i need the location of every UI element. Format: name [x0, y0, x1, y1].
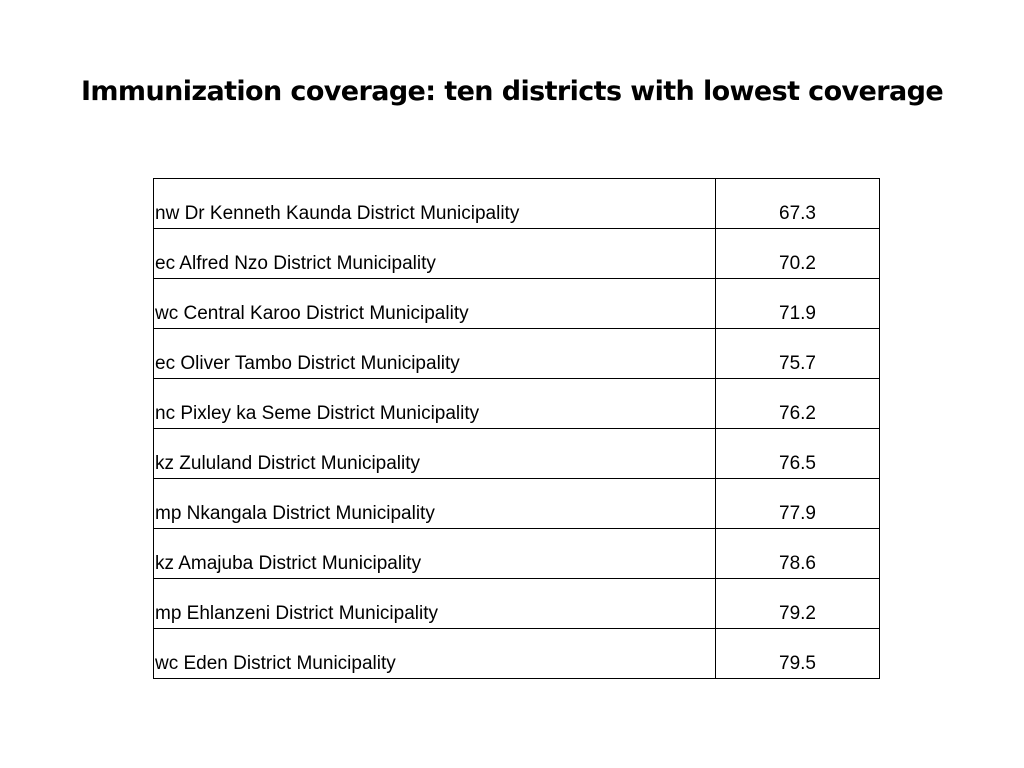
table-row: nw Dr Kenneth Kaunda District Municipali…	[153, 178, 880, 229]
table-row: kz Amajuba District Municipality 78.6	[153, 528, 880, 579]
district-name: kz Zululand District Municipality	[153, 428, 716, 479]
coverage-value: 70.2	[715, 228, 880, 279]
coverage-value: 78.6	[715, 528, 880, 579]
district-name: ec Alfred Nzo District Municipality	[153, 228, 716, 279]
coverage-value: 67.3	[715, 178, 880, 229]
coverage-value: 71.9	[715, 278, 880, 329]
district-name: mp Ehlanzeni District Municipality	[153, 578, 716, 629]
table-row: mp Nkangala District Municipality 77.9	[153, 478, 880, 529]
table-row: mp Ehlanzeni District Municipality 79.2	[153, 578, 880, 629]
table-row: ec Oliver Tambo District Municipality 75…	[153, 328, 880, 379]
coverage-value: 76.5	[715, 428, 880, 479]
coverage-value: 79.2	[715, 578, 880, 629]
district-name: ec Oliver Tambo District Municipality	[153, 328, 716, 379]
coverage-value: 77.9	[715, 478, 880, 529]
coverage-value: 79.5	[715, 628, 880, 679]
coverage-value: 75.7	[715, 328, 880, 379]
coverage-table: nw Dr Kenneth Kaunda District Municipali…	[153, 178, 880, 679]
table-row: kz Zululand District Municipality 76.5	[153, 428, 880, 479]
table-row: wc Eden District Municipality 79.5	[153, 628, 880, 679]
coverage-value: 76.2	[715, 378, 880, 429]
slide-title: Immunization coverage: ten districts wit…	[80, 76, 944, 107]
table-row: wc Central Karoo District Municipality 7…	[153, 278, 880, 329]
district-name: nc Pixley ka Seme District Municipality	[153, 378, 716, 429]
table-row: nc Pixley ka Seme District Municipality …	[153, 378, 880, 429]
district-name: wc Eden District Municipality	[153, 628, 716, 679]
table-row: ec Alfred Nzo District Municipality 70.2	[153, 228, 880, 279]
district-name: kz Amajuba District Municipality	[153, 528, 716, 579]
district-name: nw Dr Kenneth Kaunda District Municipali…	[153, 178, 716, 229]
district-name: mp Nkangala District Municipality	[153, 478, 716, 529]
district-name: wc Central Karoo District Municipality	[153, 278, 716, 329]
